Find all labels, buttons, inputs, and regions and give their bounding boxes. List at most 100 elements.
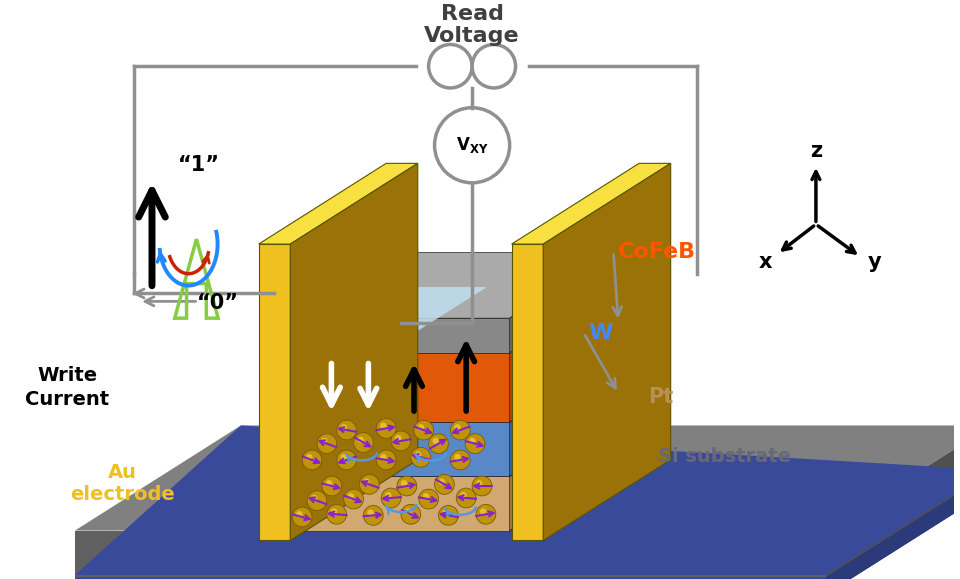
Polygon shape — [292, 477, 510, 530]
Circle shape — [401, 504, 420, 524]
Circle shape — [331, 508, 337, 515]
Circle shape — [418, 424, 424, 430]
Circle shape — [466, 434, 485, 453]
Circle shape — [411, 448, 431, 467]
Circle shape — [380, 454, 387, 460]
Circle shape — [353, 433, 373, 452]
Circle shape — [395, 435, 401, 441]
Text: Write
Current: Write Current — [25, 366, 109, 409]
Circle shape — [414, 420, 434, 440]
Text: Au
electrode: Au electrode — [70, 463, 175, 504]
Circle shape — [476, 480, 482, 486]
Circle shape — [380, 423, 387, 429]
Text: y: y — [868, 252, 881, 272]
Circle shape — [376, 450, 396, 470]
Circle shape — [348, 493, 354, 500]
Circle shape — [337, 450, 356, 470]
Circle shape — [439, 478, 444, 485]
Circle shape — [433, 438, 439, 444]
Circle shape — [401, 480, 407, 486]
Text: Pt: Pt — [648, 387, 673, 407]
Circle shape — [368, 510, 373, 516]
Polygon shape — [292, 318, 510, 353]
Circle shape — [422, 493, 429, 500]
Circle shape — [326, 504, 347, 524]
Polygon shape — [292, 353, 510, 422]
Polygon shape — [292, 422, 510, 477]
Circle shape — [419, 489, 439, 509]
Circle shape — [337, 420, 356, 440]
Text: CoFeB: CoFeB — [618, 242, 696, 262]
Polygon shape — [258, 244, 290, 540]
Circle shape — [472, 476, 492, 496]
Polygon shape — [75, 426, 960, 575]
Circle shape — [476, 504, 495, 524]
Circle shape — [325, 480, 332, 486]
Circle shape — [307, 491, 326, 511]
Polygon shape — [512, 244, 543, 540]
Polygon shape — [292, 287, 487, 353]
Text: z: z — [810, 141, 822, 161]
Polygon shape — [75, 577, 826, 579]
Polygon shape — [826, 472, 960, 579]
Circle shape — [297, 511, 302, 518]
Circle shape — [460, 492, 467, 499]
Text: Read
Voltage: Read Voltage — [424, 4, 520, 46]
Circle shape — [456, 488, 476, 508]
Circle shape — [357, 437, 364, 443]
Circle shape — [435, 108, 510, 183]
Polygon shape — [75, 530, 826, 579]
Polygon shape — [510, 252, 613, 353]
Circle shape — [381, 488, 401, 508]
Circle shape — [302, 450, 322, 470]
Circle shape — [428, 434, 448, 453]
Text: “1”: “1” — [178, 155, 220, 175]
Polygon shape — [292, 287, 613, 353]
Circle shape — [454, 424, 461, 430]
Circle shape — [454, 454, 461, 460]
Circle shape — [344, 489, 364, 509]
Polygon shape — [75, 426, 960, 530]
Circle shape — [292, 507, 312, 527]
Circle shape — [450, 420, 470, 440]
Circle shape — [450, 450, 470, 470]
Circle shape — [364, 478, 370, 485]
Circle shape — [376, 419, 396, 438]
Polygon shape — [290, 163, 418, 540]
Circle shape — [341, 424, 347, 430]
Polygon shape — [258, 163, 418, 244]
Polygon shape — [292, 353, 383, 422]
Polygon shape — [826, 426, 960, 579]
Circle shape — [391, 431, 411, 451]
Circle shape — [480, 508, 487, 515]
Polygon shape — [510, 356, 613, 477]
Circle shape — [306, 454, 312, 460]
Circle shape — [311, 495, 318, 501]
Text: x: x — [758, 252, 772, 272]
Circle shape — [385, 492, 392, 499]
Circle shape — [443, 510, 448, 516]
Polygon shape — [292, 356, 613, 422]
Polygon shape — [292, 411, 613, 477]
Text: $\mathbf{V_{XY}}$: $\mathbf{V_{XY}}$ — [456, 135, 489, 155]
Circle shape — [364, 505, 383, 525]
Circle shape — [322, 476, 342, 496]
Circle shape — [341, 454, 347, 460]
Polygon shape — [510, 287, 613, 422]
Circle shape — [405, 508, 411, 515]
Text: W: W — [588, 323, 613, 343]
Text: “0”: “0” — [197, 294, 239, 313]
Polygon shape — [543, 163, 671, 540]
Circle shape — [415, 451, 421, 457]
Circle shape — [439, 505, 458, 525]
Polygon shape — [292, 252, 613, 318]
Text: Si substrate: Si substrate — [658, 447, 791, 466]
Circle shape — [469, 438, 475, 444]
Polygon shape — [510, 411, 613, 530]
Circle shape — [359, 475, 379, 494]
Circle shape — [321, 438, 327, 444]
Circle shape — [397, 476, 417, 496]
Circle shape — [435, 475, 454, 494]
Polygon shape — [512, 163, 671, 244]
Circle shape — [317, 434, 337, 453]
